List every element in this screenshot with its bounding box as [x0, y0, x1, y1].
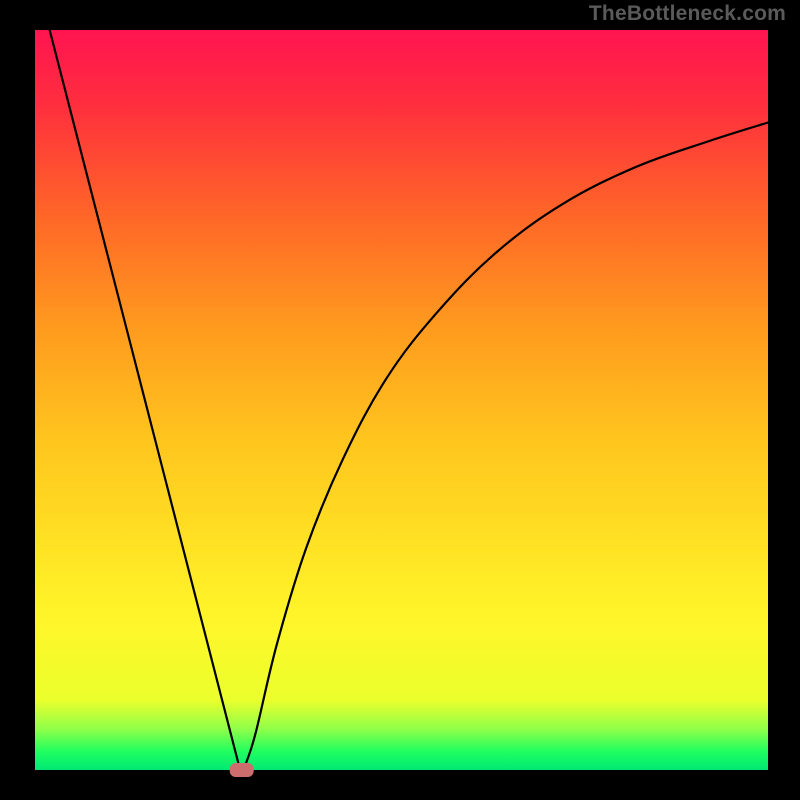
chart-root: TheBottleneck.com	[0, 0, 800, 800]
optimal-point-marker	[230, 763, 254, 777]
watermark-text: TheBottleneck.com	[589, 2, 786, 26]
bottleneck-chart	[0, 0, 800, 800]
